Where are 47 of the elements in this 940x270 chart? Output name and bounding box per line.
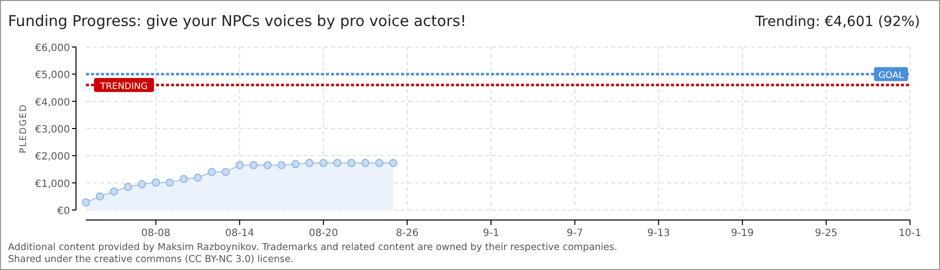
point: [236, 161, 244, 170]
y-tick-label: €1,000: [35, 178, 70, 190]
y-tick-label: €5,000: [35, 70, 70, 82]
text: Additional content provided by Maksim Razboynikov. Trademarks and related content are owned by their respective companies.: [8, 242, 618, 253]
chart-title: Funding Progress: give your NPCs voices by pro voice actors!: [8, 12, 466, 30]
point: [180, 174, 188, 184]
x-tick-label: 9-7: [566, 228, 583, 239]
point: [277, 161, 286, 170]
point: [222, 168, 230, 176]
y-axis-title: PLEDGED: [19, 104, 29, 154]
point: [319, 158, 328, 168]
x-tick-label: 08-08: [141, 228, 170, 239]
x-tick-label: 08-20: [308, 228, 338, 239]
point: [263, 161, 272, 170]
point: [389, 158, 398, 168]
point: [152, 178, 160, 187]
y-tick-label: €6,000: [35, 43, 70, 54]
x-tick-label: 08-14: [225, 228, 254, 239]
y-tick-label: €3,000: [35, 124, 70, 136]
x-tick-label: 8-26: [396, 228, 419, 239]
ref-line-label: GOAL: [878, 71, 904, 82]
point: [82, 198, 90, 206]
point: [333, 158, 342, 168]
x-tick-label: 9-13: [647, 228, 670, 239]
point: [250, 161, 258, 170]
chart-subtitle: Trending: €4,601 (92%): [754, 14, 920, 30]
x-tick-label: 9-1: [482, 228, 500, 239]
point: [305, 158, 314, 168]
y-tick-label: €2,000: [35, 152, 70, 163]
point: [208, 168, 216, 176]
ref-line-label: TRENDING: [99, 82, 148, 92]
point: [96, 192, 104, 200]
text: Shared under the creative commons (CC BY-NC 3.0) license.: [8, 254, 294, 265]
point: [194, 174, 202, 182]
point: [347, 158, 356, 168]
x-tick-label: 9-19: [731, 228, 754, 239]
point: [361, 158, 370, 168]
point: [166, 178, 174, 187]
point: [291, 160, 300, 168]
point: [110, 187, 118, 196]
y-tick-label: €0: [57, 206, 70, 217]
x-tick-label: 9-25: [814, 228, 838, 239]
point: [124, 182, 132, 191]
y-tick-label: €4,000: [35, 97, 70, 108]
x-tick-label: 10-1: [898, 228, 922, 239]
point: [138, 180, 146, 188]
point: [375, 158, 384, 168]
